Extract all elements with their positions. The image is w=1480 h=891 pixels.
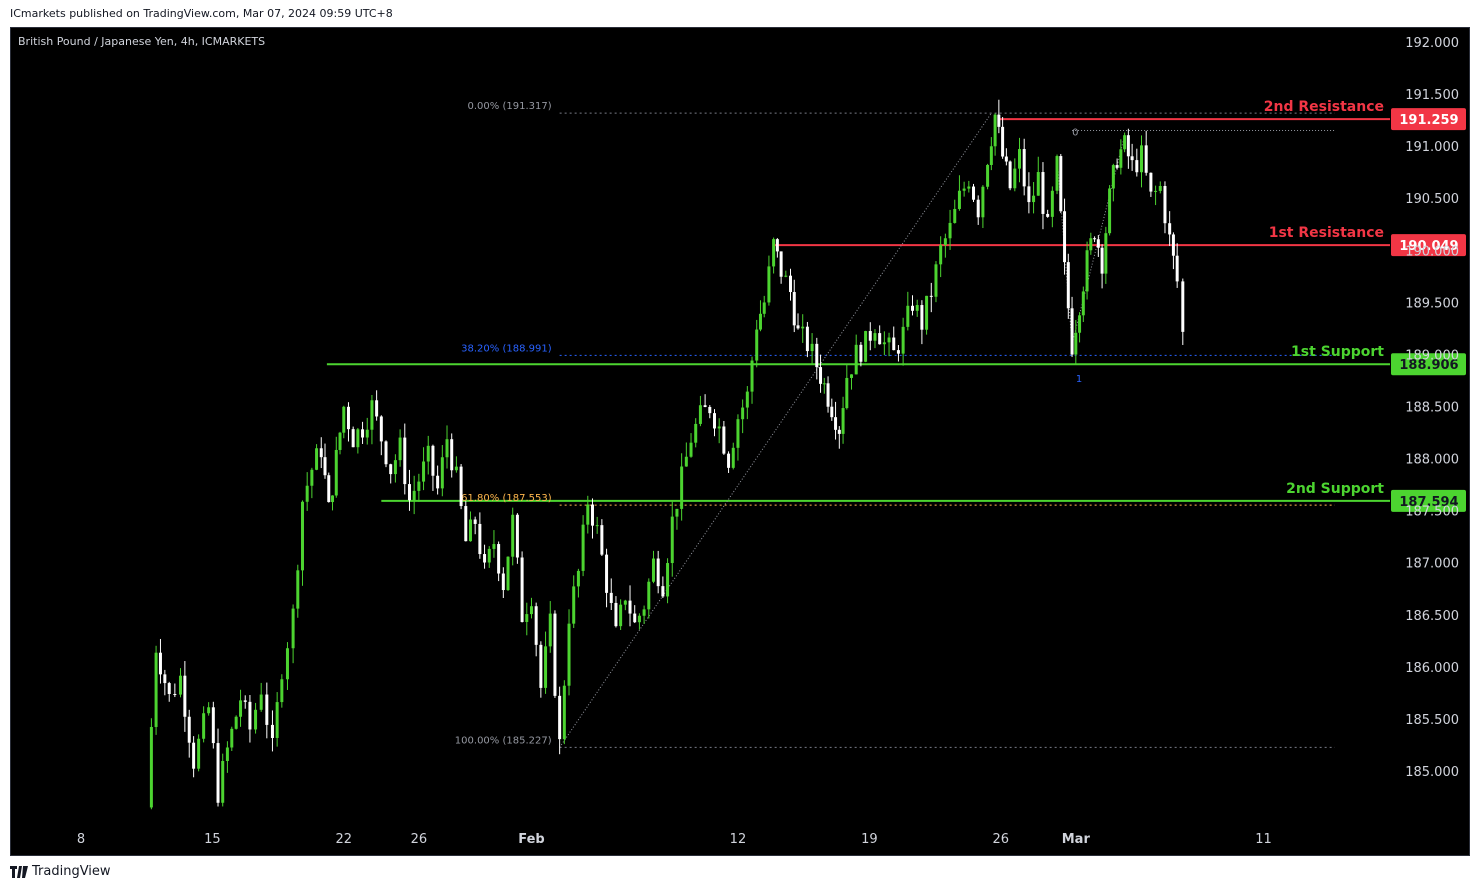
tradingview-logo-icon (10, 865, 28, 878)
footer-brand[interactable]: TradingView (10, 864, 111, 879)
publisher-caption: ICmarkets published on TradingView.com, … (10, 7, 393, 20)
chart-area[interactable] (10, 27, 1470, 856)
symbol-title: British Pound / Japanese Yen, 4h, ICMARK… (18, 35, 266, 48)
footer-brand-label: TradingView (32, 864, 111, 879)
